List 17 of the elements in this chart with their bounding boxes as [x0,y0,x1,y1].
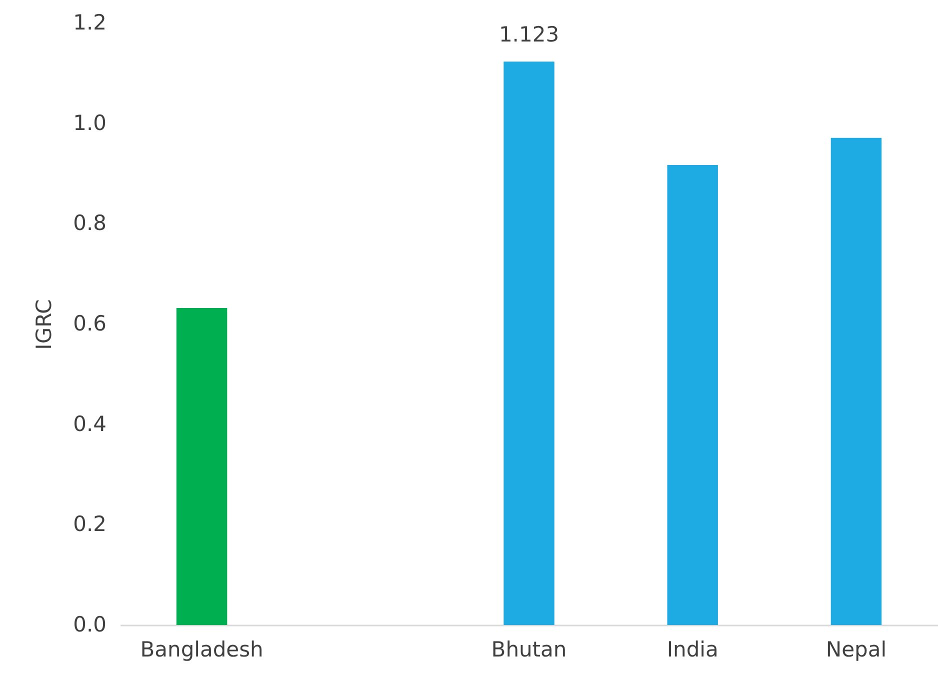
x-tick-label: India [666,638,718,662]
y-tick-label: 1.2 [73,10,106,34]
bar [830,138,882,625]
y-tick-label: 0.0 [73,612,106,636]
y-tick-label: 1.0 [73,110,106,135]
data-label: 1.123 [498,22,560,47]
x-tick-label: Bhutan [491,638,567,662]
x-tick-label: Nepal [826,638,887,662]
y-tick-label: 0.2 [73,512,106,536]
y-tick-label: 0.8 [73,211,106,236]
bar [504,62,554,625]
y-axis-title: IGRC [32,299,56,350]
bar [176,308,228,625]
x-tick-label: Bangladesh [140,638,264,662]
y-tick-label: 0.6 [73,312,106,336]
y-tick-label: 0.4 [73,412,106,436]
bar [667,164,718,625]
